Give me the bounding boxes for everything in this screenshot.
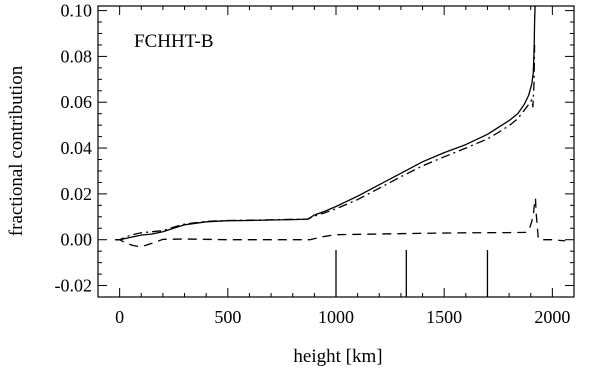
y-tick-label: 0.10 xyxy=(61,1,93,21)
axis-ticks xyxy=(97,6,575,298)
x-tick-label: 1000 xyxy=(318,307,354,327)
x-tick-label: 500 xyxy=(214,307,241,327)
y-tick-labels: -0.02 0.00 0.02 0.04 0.06 0.08 0.10 xyxy=(55,1,93,296)
vertical-markers xyxy=(335,250,489,297)
y-tick-label: 0.02 xyxy=(61,184,93,204)
x-tick-labels: 0 500 1000 1500 2000 xyxy=(115,307,570,327)
series-line-dash-dot xyxy=(115,44,536,241)
chart-annotation: FCHHT-B xyxy=(134,31,214,52)
y-tick-label: 0.04 xyxy=(61,138,93,158)
x-tick-label: 0 xyxy=(115,307,124,327)
series-group xyxy=(115,5,566,248)
x-axis-label: height [km] xyxy=(293,346,382,367)
series-line-solid xyxy=(115,5,536,241)
y-tick-label: 0.00 xyxy=(61,230,93,250)
x-tick-label: 2000 xyxy=(534,307,570,327)
y-tick-label: 0.06 xyxy=(61,92,93,112)
y-tick-label: 0.08 xyxy=(61,46,93,66)
x-tick-label: 1500 xyxy=(426,307,462,327)
y-axis-label: fractional contribution xyxy=(6,65,27,236)
series-line-dashed xyxy=(115,197,566,248)
y-tick-label: -0.02 xyxy=(55,276,93,296)
